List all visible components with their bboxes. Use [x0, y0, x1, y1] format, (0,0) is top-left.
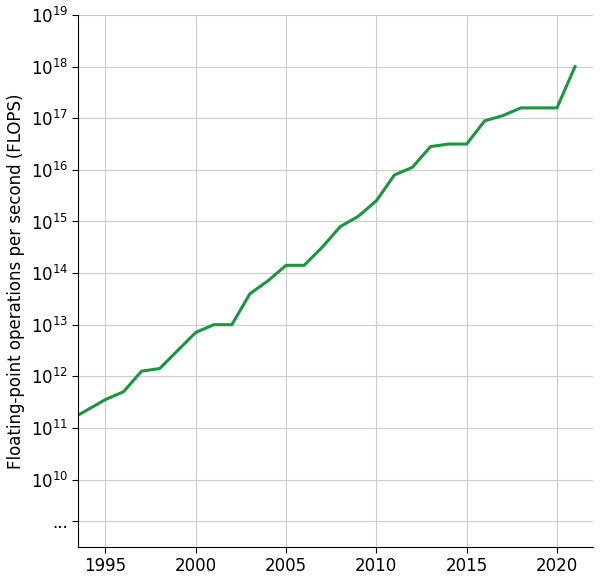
- Y-axis label: Floating-point operations per second (FLOPS): Floating-point operations per second (FL…: [7, 93, 25, 469]
